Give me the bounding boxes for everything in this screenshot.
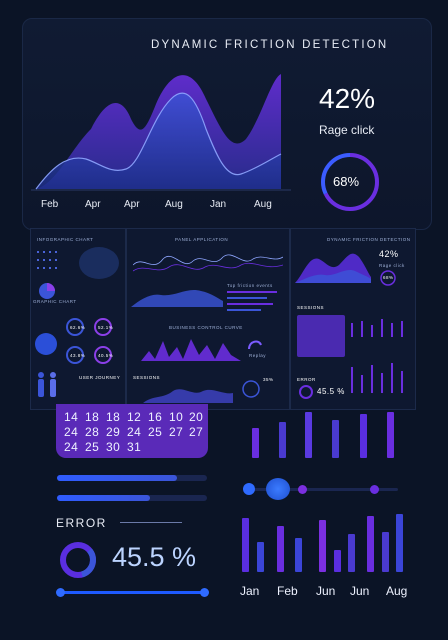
dfd-thumb: DYNAMIC FRICTION DETECTION 42% Rage clic…: [290, 228, 416, 410]
calendar-day[interactable]: 27: [169, 425, 184, 439]
slider-handle-left[interactable]: [56, 588, 65, 597]
range-handle[interactable]: [266, 478, 290, 500]
mini-calendar: [297, 315, 345, 357]
replay-icon[interactable]: [247, 337, 263, 351]
calendar-day[interactable]: 30: [106, 440, 121, 454]
mini-ring: [380, 270, 396, 286]
calendar-panel: 14 18 18 12 16 10 20 24 28 29 24 25 27 2…: [56, 404, 208, 458]
thumb-label: SESSIONS: [297, 305, 325, 310]
month-label: Jun: [316, 584, 336, 598]
mini-bars: [37, 251, 57, 269]
calendar-day[interactable]: 29: [106, 425, 121, 439]
error-divider: [120, 522, 182, 523]
bottom-bar-chart: [242, 514, 403, 572]
dashboard-thumbnails: INFOGRAPHIC CHART GRAPHIC CHART 62.6% 52…: [30, 228, 416, 410]
calendar-day[interactable]: 18: [106, 410, 121, 424]
panel-app-thumb: PANEL APPLICATION Top friction events BU…: [126, 228, 290, 410]
rage-click-label: Rage click: [319, 123, 375, 137]
error-ring: [60, 542, 96, 578]
x-label: Apr: [124, 199, 140, 210]
calendar-day[interactable]: 12: [127, 410, 142, 424]
thumb-title: PANEL APPLICATION: [175, 237, 229, 242]
slider-track[interactable]: [60, 591, 206, 594]
thumb-label: SESSIONS: [133, 375, 161, 380]
calendar-day[interactable]: 24: [64, 440, 79, 454]
calendar-day[interactable]: 25: [148, 425, 163, 439]
range-dot[interactable]: [243, 483, 255, 495]
month-label: Feb: [277, 584, 298, 598]
calendar-day[interactable]: 27: [189, 425, 204, 439]
rage-click-percent: 42%: [319, 83, 376, 114]
month-label: Jan: [240, 584, 260, 598]
mini-donuts: [66, 318, 112, 364]
area-chart: [31, 74, 291, 191]
refresh-icon[interactable]: [241, 379, 261, 399]
thumb-label: GRAPHIC CHART: [33, 299, 77, 304]
thumb-label: ERROR: [297, 377, 316, 382]
ring-value: 68%: [333, 174, 360, 189]
world-map: [35, 333, 57, 355]
progress-track: [57, 475, 207, 481]
month-label: Jun: [350, 584, 370, 598]
progress-fill: [57, 495, 150, 501]
mini-pie: [39, 283, 55, 299]
calendar-day[interactable]: 28: [85, 425, 100, 439]
infographic-thumb: INFOGRAPHIC CHART GRAPHIC CHART 62.6% 52…: [30, 228, 126, 410]
mini-area-chart: [131, 290, 223, 307]
user-journey: USER JOURNEY: [79, 375, 121, 380]
top-panel: DYNAMIC FRICTION DETECTION Feb Apr Apr A…: [22, 18, 432, 230]
mini-bar-chart: [351, 319, 403, 393]
area-outline: [35, 92, 282, 190]
thumb-stat: 45.5 %: [317, 387, 345, 396]
thumb-stat: 42%: [379, 249, 399, 259]
thumb-title: INFOGRAPHIC CHART: [37, 237, 94, 242]
error-label: ERROR: [56, 516, 107, 530]
error-value: 45.5 %: [112, 542, 197, 572]
area-series-front: [36, 93, 281, 189]
mini-hbars: [227, 291, 277, 311]
x-label: Aug: [165, 199, 183, 210]
panel-title: DYNAMIC FRICTION DETECTION: [151, 39, 389, 51]
x-label: Aug: [254, 199, 272, 210]
mini-area-chart-2: [143, 389, 233, 403]
mini-area-chart-3: [295, 253, 371, 283]
thumb-label: Rage click: [379, 263, 405, 268]
calendar-day[interactable]: 25: [85, 440, 100, 454]
x-label: Jan: [210, 199, 227, 210]
stat: 43.8%: [70, 353, 86, 358]
stat: 52.1%: [98, 325, 114, 330]
range-dot[interactable]: [370, 485, 379, 494]
slider-handle-right[interactable]: [200, 588, 209, 597]
progress-fill: [57, 475, 177, 481]
thumb-title: DYNAMIC FRICTION DETECTION: [327, 237, 411, 242]
thumb-stat: 35%: [263, 377, 274, 382]
range-dot[interactable]: [298, 485, 307, 494]
stat: 62.6%: [70, 325, 86, 330]
thumb-label: Top friction events: [227, 283, 273, 288]
x-label: Feb: [41, 199, 59, 210]
mini-error-ring: [299, 385, 313, 399]
ring-gauge: [321, 153, 379, 211]
x-label: Apr: [85, 199, 101, 210]
blob-shape: [79, 247, 119, 279]
calendar-day[interactable]: 24: [127, 425, 142, 439]
replay-label: Replay: [249, 353, 267, 358]
calendar-day[interactable]: 24: [64, 425, 79, 439]
mini-line-chart: [133, 254, 283, 272]
thumb-label: BUSINESS CONTROL CURVE: [169, 325, 243, 330]
calendar-day[interactable]: 16: [148, 410, 163, 424]
calendar-day[interactable]: 18: [85, 410, 100, 424]
mini-spike-chart: [141, 339, 241, 361]
stat: 40.5%: [98, 353, 114, 358]
people-icon: [38, 372, 56, 397]
calendar-day[interactable]: 31: [127, 440, 142, 454]
top-bar-chart: [252, 412, 394, 458]
calendar-day[interactable]: 10: [169, 410, 184, 424]
calendar-day[interactable]: 20: [189, 410, 204, 424]
thumb-stat: 68%: [383, 275, 394, 280]
month-label: Aug: [386, 584, 408, 598]
range-track[interactable]: [246, 488, 398, 491]
calendar-day[interactable]: 14: [64, 410, 79, 424]
progress-track: [57, 495, 207, 501]
